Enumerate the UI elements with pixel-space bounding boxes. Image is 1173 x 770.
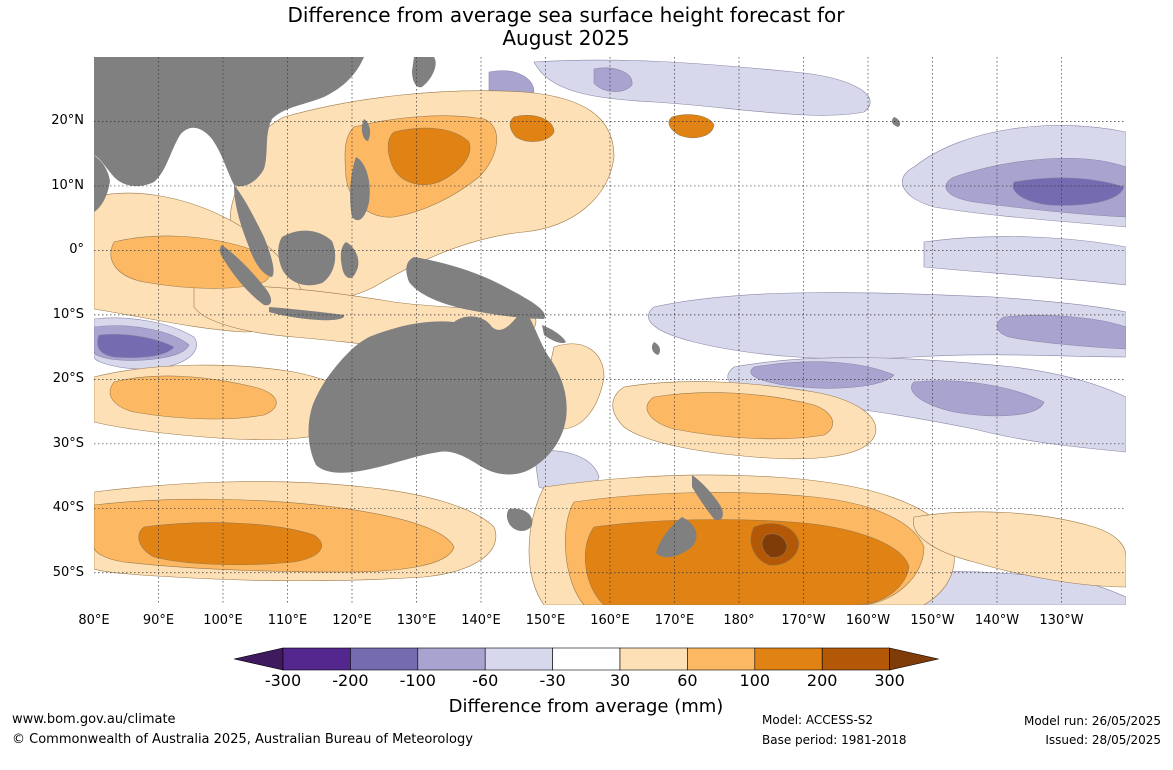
colorbar-segment (754, 647, 823, 671)
colorbar-tick-label: -200 (332, 671, 369, 690)
anomaly-region-west-pacific-small (509, 115, 555, 142)
landmass-australia (308, 309, 567, 475)
colorbar-segment (484, 647, 553, 671)
land-masses (94, 57, 901, 558)
landmass-hawaii-small (891, 117, 901, 127)
landmass-fiji (651, 342, 661, 355)
colorbar-segment (552, 647, 621, 671)
anomaly-region-nz-extreme (761, 533, 788, 558)
colorbar-segment (417, 647, 486, 671)
anomaly-region-sea-6 (1012, 177, 1125, 206)
landmass-sulawesi (340, 242, 359, 279)
colorbar-tick-label: 100 (739, 671, 771, 690)
anomaly-region-sea-5 (996, 315, 1126, 350)
positive-anomaly-regions (94, 90, 1126, 605)
map-title-line2: August 2025 (502, 26, 630, 50)
anomaly-region-central-pacific-south (648, 292, 1126, 360)
longitude-label: 140°W (974, 613, 1020, 628)
landmass-india-tip (94, 155, 110, 212)
anomaly-region-central-north (668, 114, 715, 138)
anomaly-region-sea-3 (750, 361, 895, 389)
landmass-new-guinea (406, 257, 545, 319)
longitude-label: 130°W (1039, 613, 1084, 628)
colorbar-segment (687, 647, 756, 671)
landmass-solomons (542, 325, 566, 344)
landmass-asia (94, 57, 364, 187)
latitude-label: 10°S (52, 306, 84, 322)
colorbar (234, 647, 939, 671)
landmass-tasmania (506, 508, 533, 531)
latitude-label: 50°S (52, 564, 84, 580)
landmass-indochina (234, 185, 274, 277)
footer-url[interactable]: www.bom.gov.au/climate (12, 712, 176, 727)
landmass-new-zealand-south (656, 517, 697, 558)
longitude-label: 170°W (781, 613, 826, 628)
footer-base-period: Base period: 1981-2018 (762, 733, 907, 747)
anomaly-region-sea-9 (593, 67, 633, 92)
colorbar-tick-label: -60 (472, 671, 499, 690)
colorbar-tick-label: 60 (677, 671, 698, 690)
graticule (94, 57, 1126, 605)
landmass-new-zealand-north (692, 475, 723, 521)
colorbar-extend-low (234, 647, 284, 671)
anomaly-region-south-indian-mid (109, 375, 277, 420)
longitude-label: 150°W (910, 613, 955, 628)
colorbar-segment (619, 647, 688, 671)
landmass-japan (412, 57, 436, 88)
colorbar-tick-label: -30 (539, 671, 566, 690)
longitude-label: 160°E (590, 613, 630, 628)
latitude-label: 20°S (52, 371, 84, 387)
colorbar-segment (350, 647, 419, 671)
colorbar-segment (282, 647, 351, 671)
colorbar-tick-label: 300 (874, 671, 905, 690)
longitude-label: 130°E (396, 613, 437, 628)
anomaly-region-southern-ocean-strong (138, 522, 322, 566)
anomaly-region-south-pacific-mid (646, 392, 833, 440)
colorbar-tick-label: 200 (806, 671, 838, 690)
longitude-label: 80°E (78, 613, 110, 628)
longitude-label: 90°E (142, 613, 175, 628)
footer-model: Model: ACCESS-S2 (762, 713, 874, 727)
longitude-label: 170°E (654, 613, 695, 628)
anomaly-region-sea-4 (911, 380, 1045, 417)
anomaly-region-equatorial-east (923, 236, 1126, 286)
footer-issued: Issued: 28/05/2025 (1045, 733, 1161, 747)
longitude-label: 150°E (525, 613, 566, 628)
colorbar-tick-label: 30 (609, 671, 631, 690)
anomaly-region-south-pacific-east (913, 511, 1126, 588)
colorbar-extend-high (889, 647, 939, 671)
colorbar-segment (821, 647, 890, 671)
landmass-borneo (278, 230, 336, 286)
map-panel (94, 57, 1126, 605)
anomaly-region-indian-equatorial (110, 235, 272, 289)
latitude-label: 20°N (51, 113, 84, 129)
colorbar-tick-label: -300 (264, 671, 302, 690)
latitude-label: 0° (69, 242, 84, 258)
colorbar-tick-label: -100 (399, 671, 436, 690)
landmass-philippines (350, 157, 370, 221)
anomaly-region-sea-7 (97, 334, 175, 358)
negative-anomaly-regions (94, 59, 1126, 605)
longitude-label: 140°E (461, 613, 501, 628)
map-canvas (94, 57, 1126, 605)
latitude-label: 10°N (51, 177, 84, 193)
longitude-label: 100°E (203, 613, 243, 628)
map-title-line1: Difference from average sea surface heig… (287, 3, 845, 27)
latitude-label: 30°S (52, 435, 84, 451)
longitude-label: 180° (723, 613, 755, 628)
footer-copyright: © Commonwealth of Australia 2025, Austra… (12, 732, 473, 747)
landmass-taiwan (361, 119, 371, 141)
footer-model-run: Model run: 26/05/2025 (1023, 714, 1161, 728)
colorbar-title: Difference from average (mm) (448, 696, 724, 717)
longitude-label: 160°W (845, 613, 891, 628)
longitude-label: 120°E (332, 613, 372, 628)
latitude-label: 40°S (52, 500, 84, 516)
map-title: Difference from average sea surface heig… (0, 4, 1132, 50)
anomaly-region-philippine-core (387, 127, 471, 185)
landmass-sumatra (219, 245, 272, 306)
longitude-label: 110°E (267, 613, 308, 628)
